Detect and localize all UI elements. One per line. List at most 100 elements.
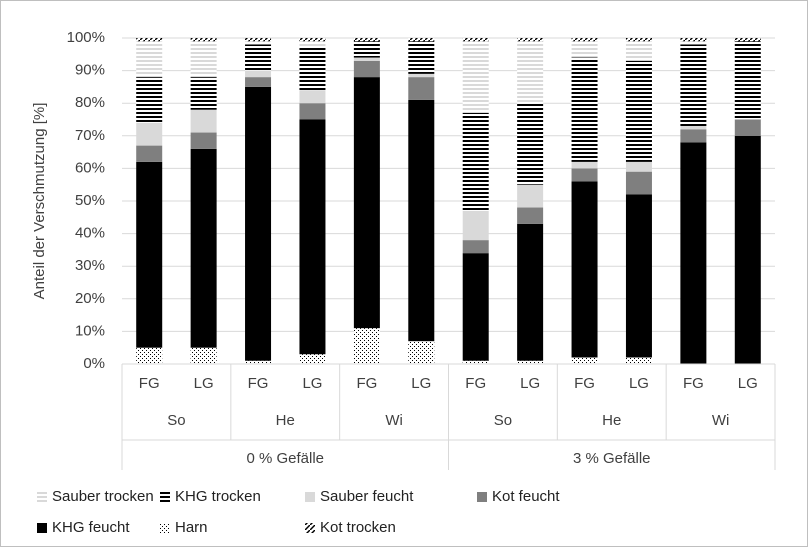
outer-group-label: 0 % Gefälle xyxy=(246,450,324,467)
bar-segment xyxy=(517,38,544,42)
bar-segment xyxy=(190,41,217,78)
y-tick-label: 50% xyxy=(75,192,105,209)
bar-segment xyxy=(571,38,598,42)
legend-label: Sauber feucht xyxy=(320,488,414,505)
bar-segment xyxy=(190,132,217,149)
y-tick-label: 60% xyxy=(75,159,105,176)
group-label: Wi xyxy=(712,412,730,429)
x-tick-label: LG xyxy=(629,375,649,392)
bar-segment xyxy=(353,77,380,329)
y-tick-label: 10% xyxy=(75,322,105,339)
y-tick-label: 20% xyxy=(75,290,105,307)
bar-segment xyxy=(245,77,272,87)
y-tick-label: 100% xyxy=(67,29,105,46)
bar-segment xyxy=(299,119,326,355)
bar-segment xyxy=(136,38,163,42)
bar-segment xyxy=(625,41,652,61)
bar-segment xyxy=(353,60,380,78)
bar-segment xyxy=(571,168,598,182)
bar-segment xyxy=(462,41,489,113)
y-tick-label: 0% xyxy=(83,355,105,372)
x-tick-label: LG xyxy=(738,375,758,392)
legend-swatch xyxy=(37,492,47,502)
bar-segment xyxy=(680,38,707,42)
legend-swatch xyxy=(160,492,170,502)
group-label: He xyxy=(276,412,295,429)
bar-segment xyxy=(734,41,761,120)
legend-swatch xyxy=(477,492,487,502)
group-label: So xyxy=(494,412,512,429)
x-tick-label: FG xyxy=(356,375,377,392)
legend-swatch xyxy=(305,523,315,533)
group-label: Wi xyxy=(385,412,403,429)
bar-segment xyxy=(517,41,544,104)
y-tick-label: 70% xyxy=(75,127,105,144)
bar-segment xyxy=(245,41,272,45)
y-tick-label: 40% xyxy=(75,225,105,242)
x-tick-label: FG xyxy=(574,375,595,392)
bar-segment xyxy=(462,240,489,254)
bar-segment xyxy=(353,41,380,58)
bar-segment xyxy=(190,148,217,348)
bar-segment xyxy=(625,161,652,172)
bar-segment xyxy=(680,142,707,364)
bar-segment xyxy=(462,253,489,361)
bar-segment xyxy=(136,145,163,162)
bar-segment xyxy=(299,103,326,120)
bar-segment xyxy=(136,41,163,78)
outer-group-label: 3 % Gefälle xyxy=(573,450,651,467)
legend-label: Kot trocken xyxy=(320,519,396,536)
bar-segment xyxy=(190,77,217,110)
x-tick-label: LG xyxy=(302,375,322,392)
bar-segment xyxy=(245,86,272,361)
bar-segment xyxy=(245,44,272,71)
y-axis-label: Anteil der Verschmutzung [%] xyxy=(31,103,48,300)
y-tick-label: 80% xyxy=(75,94,105,111)
x-tick-label: FG xyxy=(139,375,160,392)
bar-segment xyxy=(571,41,598,58)
x-tick-label: LG xyxy=(194,375,214,392)
y-tick-label: 30% xyxy=(75,257,105,274)
bar-segment xyxy=(680,129,707,143)
bar-segment xyxy=(680,44,707,127)
x-tick-label: FG xyxy=(248,375,269,392)
bar-segment xyxy=(571,161,598,169)
x-tick-label: FG xyxy=(465,375,486,392)
bar-segment xyxy=(462,210,489,241)
legend-label: KHG trocken xyxy=(175,488,261,505)
group-label: So xyxy=(167,412,185,429)
legend-swatch xyxy=(37,523,47,533)
bar-segment xyxy=(190,38,217,42)
bar-segment xyxy=(625,357,652,364)
y-tick-label: 90% xyxy=(75,62,105,79)
bar-segment xyxy=(136,77,163,123)
bar-segment xyxy=(462,360,489,364)
bar-segment xyxy=(517,207,544,224)
bar-segment xyxy=(136,161,163,348)
group-label: He xyxy=(602,412,621,429)
bar-segment xyxy=(299,41,326,48)
bar-segment xyxy=(190,109,217,133)
bar-segment xyxy=(408,77,435,100)
bar-segment xyxy=(462,38,489,42)
bar-segment xyxy=(517,184,544,208)
x-tick-label: LG xyxy=(411,375,431,392)
bar-segment xyxy=(625,38,652,42)
bar-segment xyxy=(408,38,435,42)
bar-segment xyxy=(734,135,761,364)
bar-segment xyxy=(680,126,707,130)
bar-segment xyxy=(625,60,652,162)
bar-segment xyxy=(299,47,326,91)
bar-segment xyxy=(408,73,435,78)
bar-segment xyxy=(517,360,544,364)
bar-segment xyxy=(517,223,544,361)
bar-segment xyxy=(353,328,380,364)
bar-segment xyxy=(517,103,544,185)
bar-segment xyxy=(190,347,217,364)
bar-segment xyxy=(734,38,761,42)
bar-segment xyxy=(299,90,326,104)
bar-segment xyxy=(245,360,272,364)
bar-segment xyxy=(462,112,489,211)
bar-segment xyxy=(571,357,598,364)
